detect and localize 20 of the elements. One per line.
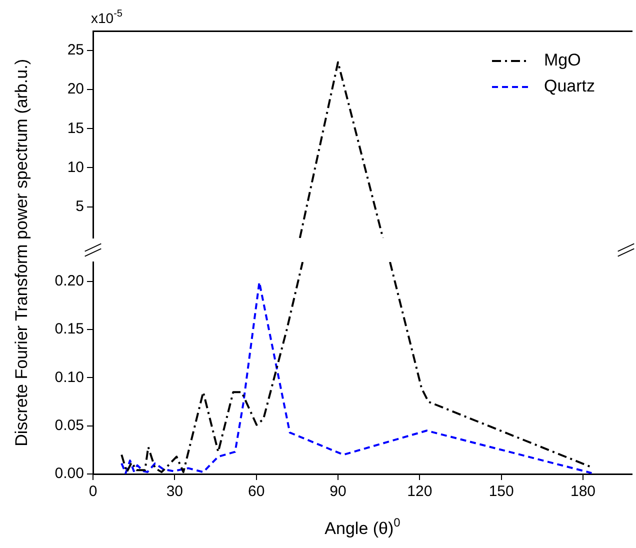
x-tick-label: 120 [407, 483, 432, 500]
y-tick-label: 5 [76, 198, 84, 215]
y-tick-label: 0.05 [54, 416, 84, 434]
y-tick-label: 10 [67, 158, 84, 176]
y-tick-label: 0.20 [54, 272, 84, 290]
x-tick-label: 60 [248, 483, 265, 500]
x-tick-label: 150 [488, 483, 514, 500]
x-tick-label: 30 [166, 483, 184, 500]
y-axis-title: Discrete Fourier Transform power spectrum (arb.u.) [12, 58, 32, 446]
x-tick-label: 90 [330, 483, 346, 500]
y-tick-label: 0.15 [54, 320, 84, 338]
y-tick-label: 0.10 [54, 368, 84, 386]
legend-label: MgO [544, 50, 581, 70]
y-tick-label: 15 [67, 120, 84, 137]
y-tick-label: 20 [67, 80, 84, 98]
x-tick-label: 180 [570, 483, 596, 500]
y-tick-label: 0.00 [54, 465, 84, 482]
legend-label: Quartz [544, 76, 596, 96]
y-tick-label: 25 [67, 42, 84, 59]
x-tick-label: 0 [88, 483, 98, 500]
